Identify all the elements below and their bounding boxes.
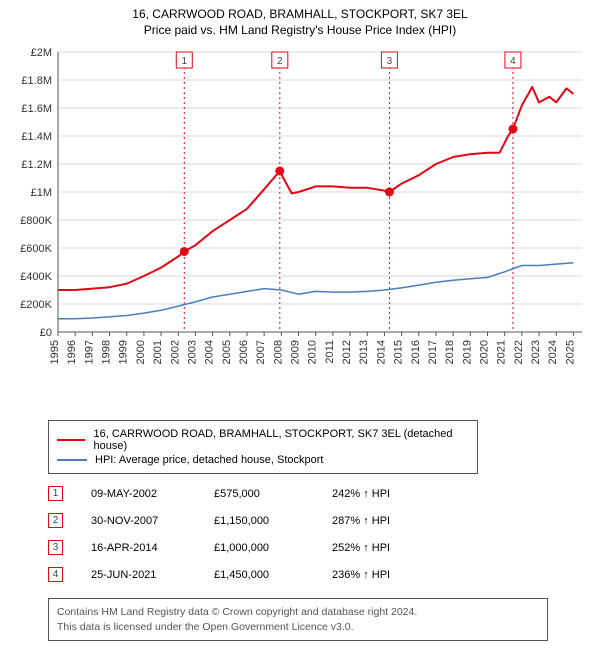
- svg-text:1998: 1998: [101, 340, 113, 364]
- svg-text:2004: 2004: [204, 340, 216, 364]
- svg-text:2001: 2001: [152, 340, 164, 364]
- price-chart: £0 £200K £400K £600K £800K £1M £1.2M £1.4M £1.6M…: [8, 42, 592, 412]
- svg-text:2023: 2023: [530, 340, 542, 364]
- svg-text:2013: 2013: [358, 340, 370, 364]
- legend-label-hpi: HPI: Average price, detached house, Stoc…: [95, 454, 324, 466]
- attribution-line-1: Contains HM Land Registry data © Crown c…: [57, 605, 539, 619]
- sale-badge-4: 4: [48, 567, 63, 582]
- legend-item-property: 16, CARRWOOD ROAD, BRAMHALL, STOCKPORT, …: [57, 428, 469, 452]
- legend-item-hpi: HPI: Average price, detached house, Stoc…: [57, 454, 469, 466]
- svg-text:2008: 2008: [272, 340, 284, 364]
- svg-text:£800K: £800K: [20, 215, 52, 227]
- sale-row-4: 4 25-JUN-2021 £1,450,000 236% ↑ HPI: [48, 561, 592, 588]
- svg-text:2005: 2005: [221, 340, 233, 364]
- svg-text:2006: 2006: [238, 340, 250, 364]
- svg-text:2017: 2017: [427, 340, 439, 364]
- sale-date-2: 30-NOV-2007: [91, 515, 186, 527]
- svg-text:£0: £0: [40, 327, 52, 339]
- sale-badge-2: 2: [48, 513, 63, 528]
- sale-pct-4: 236% ↑ HPI: [332, 569, 432, 581]
- svg-text:2019: 2019: [461, 340, 473, 364]
- sale-row-2: 2 30-NOV-2007 £1,150,000 287% ↑ HPI: [48, 507, 592, 534]
- svg-text:2022: 2022: [513, 340, 525, 364]
- svg-text:1: 1: [181, 56, 187, 67]
- svg-text:2007: 2007: [255, 340, 267, 364]
- sale-badge-1: 1: [48, 486, 63, 501]
- sale-pct-2: 287% ↑ HPI: [332, 515, 432, 527]
- svg-text:2015: 2015: [393, 340, 405, 364]
- svg-text:£200K: £200K: [20, 299, 52, 311]
- svg-text:£1.4M: £1.4M: [21, 131, 52, 143]
- svg-text:2009: 2009: [290, 340, 302, 364]
- sale-pct-1: 242% ↑ HPI: [332, 488, 432, 500]
- title-line-2: Price paid vs. HM Land Registry's House …: [8, 22, 592, 38]
- attribution-line-2: This data is licensed under the Open Gov…: [57, 620, 539, 634]
- svg-text:£1.6M: £1.6M: [21, 103, 52, 115]
- svg-text:2: 2: [277, 56, 283, 67]
- sale-date-4: 25-JUN-2021: [91, 569, 186, 581]
- chart-title-block: 16, CARRWOOD ROAD, BRAMHALL, STOCKPORT, …: [8, 6, 592, 38]
- svg-text:2018: 2018: [444, 340, 456, 364]
- svg-text:2000: 2000: [135, 340, 147, 364]
- sale-pct-3: 252% ↑ HPI: [332, 542, 432, 554]
- chart-svg: £0 £200K £400K £600K £800K £1M £1.2M £1.4M £1.6M…: [8, 42, 592, 412]
- sale-price-4: £1,450,000: [214, 569, 304, 581]
- svg-text:3: 3: [387, 56, 393, 67]
- svg-text:2011: 2011: [324, 340, 336, 364]
- svg-text:£1.8M: £1.8M: [21, 75, 52, 87]
- svg-text:2020: 2020: [479, 340, 491, 364]
- svg-text:2021: 2021: [496, 340, 508, 364]
- svg-text:2025: 2025: [564, 340, 576, 364]
- sale-row-1: 1 09-MAY-2002 £575,000 242% ↑ HPI: [48, 480, 592, 507]
- svg-text:4: 4: [510, 56, 516, 67]
- legend-label-property: 16, CARRWOOD ROAD, BRAMHALL, STOCKPORT, …: [93, 428, 469, 452]
- sales-table: 1 09-MAY-2002 £575,000 242% ↑ HPI 2 30-N…: [48, 480, 592, 588]
- svg-text:2010: 2010: [307, 340, 319, 364]
- svg-text:1999: 1999: [118, 340, 130, 364]
- sale-row-3: 3 16-APR-2014 £1,000,000 252% ↑ HPI: [48, 534, 592, 561]
- svg-text:£1M: £1M: [31, 187, 52, 199]
- legend: 16, CARRWOOD ROAD, BRAMHALL, STOCKPORT, …: [48, 420, 478, 474]
- svg-text:1995: 1995: [49, 340, 61, 364]
- svg-text:£2M: £2M: [31, 47, 52, 59]
- sale-price-1: £575,000: [214, 488, 304, 500]
- sale-badge-3: 3: [48, 540, 63, 555]
- sale-price-3: £1,000,000: [214, 542, 304, 554]
- legend-swatch-hpi: [57, 459, 87, 461]
- svg-text:2024: 2024: [547, 340, 559, 364]
- sale-date-3: 16-APR-2014: [91, 542, 186, 554]
- svg-text:1996: 1996: [66, 340, 78, 364]
- svg-text:2016: 2016: [410, 340, 422, 364]
- title-line-1: 16, CARRWOOD ROAD, BRAMHALL, STOCKPORT, …: [8, 6, 592, 22]
- svg-text:£600K: £600K: [20, 243, 52, 255]
- svg-text:£1.2M: £1.2M: [21, 159, 52, 171]
- svg-text:2003: 2003: [186, 340, 198, 364]
- sale-price-2: £1,150,000: [214, 515, 304, 527]
- svg-text:£400K: £400K: [20, 271, 52, 283]
- legend-swatch-property: [57, 439, 85, 441]
- svg-text:2012: 2012: [341, 340, 353, 364]
- svg-text:1997: 1997: [83, 340, 95, 364]
- svg-text:2002: 2002: [169, 340, 181, 364]
- sale-date-1: 09-MAY-2002: [91, 488, 186, 500]
- svg-text:2014: 2014: [375, 340, 387, 364]
